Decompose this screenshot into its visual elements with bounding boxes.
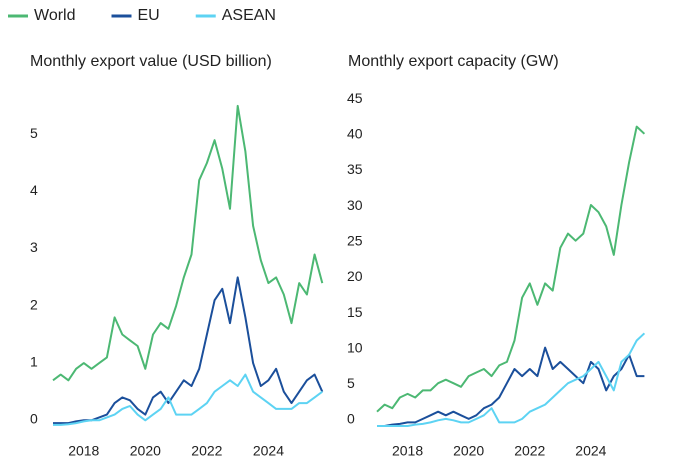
y-tick-label: 5 <box>347 375 355 391</box>
y-tick-label: 5 <box>30 125 38 141</box>
y-tick-label: 0 <box>30 411 38 427</box>
legend-label: World <box>34 7 76 24</box>
y-tick-label: 10 <box>347 339 363 355</box>
y-tick-label: 45 <box>347 90 363 106</box>
x-tick-label: 2020 <box>130 443 161 459</box>
x-tick-label: 2022 <box>514 443 545 459</box>
y-tick-label: 40 <box>347 126 363 142</box>
y-tick-label: 0 <box>347 411 355 427</box>
y-tick-label: 4 <box>30 182 38 198</box>
y-tick-label: 1 <box>30 354 38 370</box>
y-tick-label: 20 <box>347 268 363 284</box>
y-tick-label: 25 <box>347 233 363 249</box>
chart-title: Monthly export value (USD billion) <box>30 53 272 70</box>
series-line <box>377 346 645 427</box>
chart-title: Monthly export capacity (GW) <box>348 53 559 70</box>
y-tick-label: 2 <box>30 296 38 312</box>
x-tick-label: 2018 <box>392 443 423 459</box>
series-line <box>377 332 646 427</box>
series-line <box>52 104 324 382</box>
y-tick-label: 35 <box>347 161 363 177</box>
series-line <box>376 125 646 413</box>
x-tick-label: 2022 <box>191 443 222 459</box>
series-line <box>53 373 323 426</box>
legend-label: EU <box>138 7 160 24</box>
x-tick-label: 2020 <box>453 443 484 459</box>
x-tick-label: 2024 <box>575 443 606 459</box>
x-tick-label: 2018 <box>68 443 99 459</box>
y-tick-label: 30 <box>347 197 363 213</box>
y-tick-label: 3 <box>30 239 38 255</box>
y-tick-label: 15 <box>347 304 363 320</box>
legend-label: ASEAN <box>222 7 276 24</box>
x-tick-label: 2024 <box>253 443 284 459</box>
series-line <box>53 276 324 425</box>
